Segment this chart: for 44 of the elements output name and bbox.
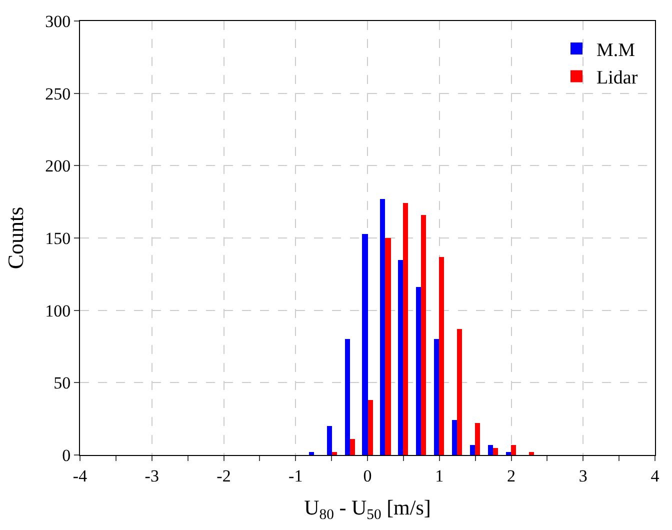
y-tick-label: 150 <box>45 228 71 248</box>
bar <box>327 426 332 455</box>
bar <box>511 445 516 455</box>
y-tick-label: 0 <box>62 446 71 465</box>
bar <box>452 420 457 455</box>
bar <box>416 287 421 455</box>
x-tick-label: -2 <box>216 466 231 486</box>
bar <box>529 452 534 455</box>
bar <box>493 448 498 455</box>
bar <box>403 203 408 455</box>
y-axis-title: Counts <box>2 206 28 270</box>
bar <box>362 234 368 455</box>
bar <box>350 439 355 455</box>
bar <box>380 199 385 455</box>
bar <box>506 452 511 455</box>
bar <box>470 445 475 455</box>
x-tick-label: 0 <box>363 466 372 486</box>
y-tick-label: 100 <box>45 301 71 320</box>
x-tick-label: 4 <box>650 466 660 486</box>
bar <box>345 339 350 455</box>
bar <box>385 238 391 455</box>
y-tick-label: 200 <box>45 156 71 176</box>
legend-label: Lidar <box>596 68 638 89</box>
bar <box>439 257 444 455</box>
x-tick-label: 2 <box>507 466 516 486</box>
x-tick-label: -4 <box>72 466 88 486</box>
bar <box>332 452 337 455</box>
y-tick-label: 250 <box>45 84 71 104</box>
x-tick-label: -1 <box>288 466 303 486</box>
bar <box>398 260 403 455</box>
bar <box>475 423 480 455</box>
bar <box>434 339 439 455</box>
y-tick-label: 50 <box>54 374 71 393</box>
bar <box>488 445 493 455</box>
x-axis-title: U$_{80}$ - U$_{50}$ [m/s] <box>304 496 431 524</box>
y-tick-label: 300 <box>45 12 71 31</box>
x-tick-label: -3 <box>144 466 159 486</box>
bar <box>457 329 462 455</box>
bar <box>309 452 314 455</box>
legend-label: M.M <box>596 40 636 61</box>
bar <box>368 400 373 455</box>
x-tick-label: 1 <box>435 466 444 486</box>
x-tick-label: 3 <box>578 466 588 486</box>
bar <box>421 215 426 455</box>
